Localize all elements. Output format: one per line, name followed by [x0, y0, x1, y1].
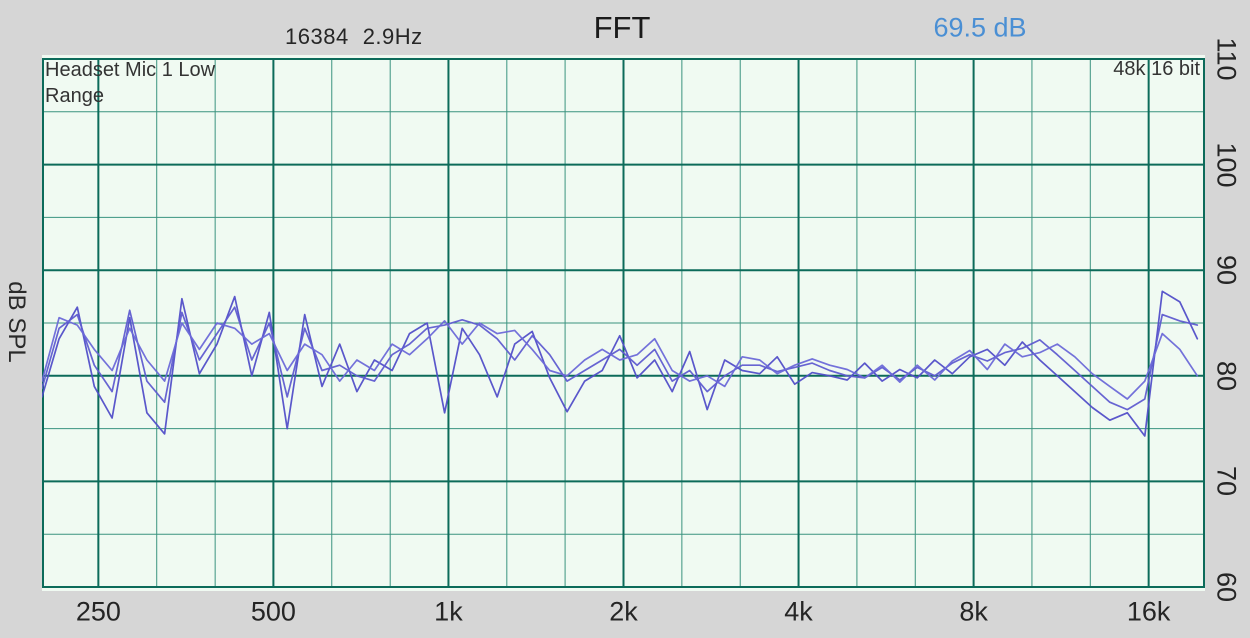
x-axis-tick-label: 1k: [434, 596, 463, 627]
fft-resolution-value: 2.9Hz: [362, 24, 423, 49]
fft-trace-3: [42, 316, 1199, 400]
x-axis-tick-label: 8k: [959, 596, 988, 627]
spl-level-readout: 69.5 dB: [933, 12, 1027, 43]
y-axis-tick-label: 70: [1211, 466, 1242, 497]
x-axis-tick-label: 500: [250, 596, 296, 627]
x-axis-tick-label: 16k: [1126, 596, 1171, 627]
x-axis-tick-label: 250: [75, 596, 121, 627]
page-title: FFT: [593, 10, 651, 45]
fft-size-value: 16384: [285, 24, 349, 49]
plot-border: [42, 58, 1205, 588]
sample-rate-bit-depth-label: 48k 16 bit: [1113, 58, 1200, 80]
fft-trace-1: [42, 290, 1199, 437]
y-axis-tick-label: 110: [1211, 37, 1242, 81]
input-channel-line1: Headset Mic 1 Low: [45, 59, 216, 81]
y-axis-tick-label: 60: [1211, 571, 1242, 603]
y-axis-tick-label: 100: [1211, 142, 1242, 188]
y-axis-tick-label: 90: [1211, 255, 1242, 286]
input-channel-line2: Range: [45, 85, 104, 107]
x-axis-tick-label: 4k: [784, 596, 813, 627]
input-channel-label: Headset Mic 1 Low Range: [45, 57, 215, 109]
fft-plot-canvas[interactable]: [42, 55, 1205, 591]
y-axis-name: dB SPL: [3, 281, 30, 363]
y-axis-tick-label: 80: [1211, 360, 1242, 391]
fft-trace-2: [42, 306, 1199, 411]
x-axis-tick-label: 2k: [609, 596, 638, 627]
fft-settings-readout: 16384 2.9Hz: [285, 24, 423, 50]
fft-plot-area[interactable]: [42, 55, 1205, 591]
